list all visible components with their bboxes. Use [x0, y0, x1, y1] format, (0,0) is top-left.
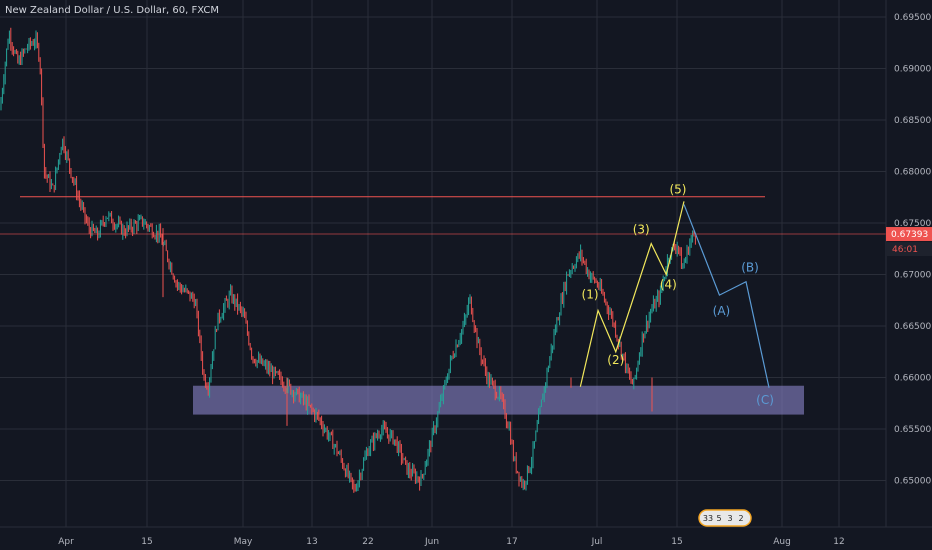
chart-title: New Zealand Dollar / U.S. Dollar, 60, FX…	[5, 5, 219, 16]
impulse-wave-label: (4)	[660, 278, 677, 292]
resistance-lines	[0, 196, 886, 235]
support-zone	[193, 385, 804, 415]
events-badge[interactable]: 33 5 3 2	[698, 509, 752, 527]
corrective-wave-label: (B)	[741, 261, 759, 275]
events-count: 5	[716, 514, 721, 523]
events-count: 2	[738, 514, 743, 523]
price-tick-label: 0.66000	[894, 374, 931, 384]
impulse-wave-line	[579, 201, 685, 387]
time-tick-label: May	[234, 537, 253, 547]
price-tick-label: 0.69000	[894, 65, 931, 75]
impulse-wave-label: (5)	[669, 182, 686, 196]
events-count: 3	[727, 514, 732, 523]
time-tick-label: Aug	[773, 537, 791, 547]
time-tick-label: 15	[671, 537, 682, 547]
events-badge-bg	[698, 509, 752, 527]
time-tick-label: 13	[306, 537, 317, 547]
last-price-label: 0.67393	[891, 230, 928, 240]
price-axis[interactable]: 0.69500 0.69000 0.68500 0.68000 0.67500 0.670…	[885, 0, 932, 550]
price-tick-label: 0.65000	[894, 477, 931, 487]
candles	[0, 27, 696, 493]
corrective-wave-label: (A)	[713, 304, 731, 318]
price-axis-bg	[886, 0, 932, 550]
impulse-wave-label: (1)	[582, 288, 599, 302]
time-tick-label: 17	[506, 537, 517, 547]
price-tick-label: 0.69500	[894, 13, 931, 23]
corrective-wave-line	[683, 204, 770, 388]
support-zone-rect	[193, 385, 804, 415]
impulse-wave-label: (2)	[607, 353, 624, 367]
countdown-label: 46:01	[892, 245, 918, 255]
price-tick-label: 0.68000	[894, 168, 931, 178]
price-tick-label: 0.68500	[894, 116, 931, 126]
price-tick-label: 0.67500	[894, 219, 931, 229]
elliott-waves: (1) (2) (3) (4) (5) (A) (B) (C)	[579, 182, 774, 407]
time-tick-label: Jul	[591, 537, 603, 547]
time-tick-label: 12	[833, 537, 844, 547]
time-axis[interactable]: Apr 15 May 13 22 Jun 17 Jul 15 Aug 12 33 5 3 2	[0, 509, 932, 550]
price-tick-label: 0.65500	[894, 425, 931, 435]
time-axis-bg	[0, 527, 932, 550]
time-tick-label: 22	[362, 537, 373, 547]
corrective-wave-label: (C)	[756, 393, 774, 407]
impulse-wave-label: (3)	[633, 223, 650, 237]
last-price-badge[interactable]	[886, 227, 932, 242]
time-tick-label: 15	[141, 537, 152, 547]
time-tick-label: Jun	[424, 537, 439, 547]
price-tick-label: 0.67000	[894, 271, 931, 281]
time-tick-label: Apr	[58, 537, 74, 547]
events-count: 33	[703, 514, 713, 523]
countdown-badge	[886, 242, 932, 257]
price-tick-label: 0.66500	[894, 322, 931, 332]
